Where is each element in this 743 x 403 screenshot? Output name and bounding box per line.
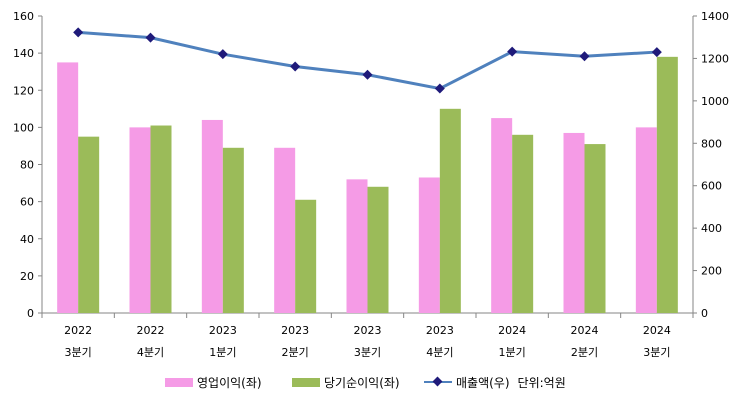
revenue-marker xyxy=(651,47,662,58)
y-right-tick-label: 800 xyxy=(701,137,722,150)
bar-operating-profit xyxy=(201,119,223,313)
y-right-tick-label: 1000 xyxy=(701,95,729,108)
y-right-tick-label: 600 xyxy=(701,180,722,193)
x-tick-label-year: 2024 xyxy=(498,324,526,337)
y-left-tick-label: 140 xyxy=(13,47,34,60)
x-tick-label-quarter: 3분기 xyxy=(65,346,92,359)
unit-note: 단위:억원 xyxy=(517,375,566,390)
x-tick-label-quarter: 1분기 xyxy=(209,346,236,359)
x-tick-label-year: 2022 xyxy=(137,324,165,337)
revenue-line xyxy=(78,30,657,91)
legend-label-operating-profit: 영업이익(좌) xyxy=(197,375,262,390)
y-right-tick-label: 400 xyxy=(701,222,722,235)
legend-item-revenue: 매출액(우) 단위:억원 xyxy=(424,372,566,392)
y-right-tick-label: 1200 xyxy=(701,52,729,65)
bar-operating-profit xyxy=(57,62,79,313)
y-left-tick-label: 20 xyxy=(20,270,34,283)
revenue-marker xyxy=(507,46,518,57)
revenue-marker xyxy=(290,61,301,72)
revenue-marker xyxy=(362,69,373,80)
revenue-marker xyxy=(579,51,590,62)
y-left-tick-label: 60 xyxy=(20,196,34,209)
revenue-marker xyxy=(73,27,84,38)
y-left-tick-label: 80 xyxy=(20,159,34,172)
legend-item-net-income: 당기순이익(좌) xyxy=(292,372,400,392)
legend-swatch-revenue xyxy=(424,376,452,387)
legend-label-net-income: 당기순이익(좌) xyxy=(324,375,400,390)
x-tick-label-quarter: 3분기 xyxy=(354,346,381,359)
revenue-marker xyxy=(434,83,445,94)
x-tick-label-year: 2024 xyxy=(643,324,671,337)
y-right-tick-label: 0 xyxy=(701,307,708,320)
x-tick-label-year: 2023 xyxy=(281,324,309,337)
x-tick-label-year: 2023 xyxy=(354,324,382,337)
bar-net-income xyxy=(222,147,244,313)
chart: 0 20 40 60 80 100 120 140 160 0 200 400 600 800 1000 12… xyxy=(13,10,729,359)
x-tick-label-year: 2024 xyxy=(571,324,599,337)
bar-net-income xyxy=(656,56,678,314)
legend-item-operating-profit: 영업이익(좌) xyxy=(165,372,262,392)
x-tick-label-quarter: 4분기 xyxy=(426,346,453,359)
bar-net-income xyxy=(439,108,461,313)
y-right-tick-label: 200 xyxy=(701,265,722,278)
legend-label-revenue: 매출액(우) xyxy=(456,375,510,390)
x-tick-label-year: 2023 xyxy=(209,324,237,337)
bar-operating-profit xyxy=(346,179,368,313)
x-tick-label-year: 2023 xyxy=(426,324,454,337)
bar-operating-profit xyxy=(563,132,585,313)
revenue-marker xyxy=(217,49,228,60)
bar-operating-profit xyxy=(635,127,657,313)
bar-operating-profit xyxy=(418,177,440,313)
bar-net-income xyxy=(584,144,606,313)
y-right-tick-label: 1400 xyxy=(701,10,729,23)
bar-net-income xyxy=(150,125,172,313)
x-tick-label-quarter: 2분기 xyxy=(571,346,598,359)
x-tick-label-quarter: 1분기 xyxy=(499,346,526,359)
y-left-tick-label: 120 xyxy=(13,84,34,97)
revenue-marker xyxy=(145,32,156,43)
y-left-tick-label: 0 xyxy=(27,307,34,320)
legend-swatch-operating-profit xyxy=(165,377,193,387)
x-tick-label-quarter: 4분기 xyxy=(137,346,164,359)
bar-net-income xyxy=(78,136,100,313)
bar-net-income xyxy=(367,186,389,313)
y-left-tick-label: 160 xyxy=(13,10,34,23)
x-tick-label-year: 2022 xyxy=(64,324,92,337)
legend: 영업이익(좌) 당기순이익(좌) 매출액(우) 단위:억원 xyxy=(0,372,743,394)
bar-operating-profit xyxy=(491,118,513,313)
y-left-tick-label: 100 xyxy=(13,121,34,134)
bar-net-income xyxy=(512,134,534,313)
y-left-tick-label: 40 xyxy=(20,233,34,246)
bar-net-income xyxy=(295,199,317,313)
bar-operating-profit xyxy=(274,147,296,313)
legend-swatch-net-income xyxy=(292,377,320,387)
x-tick-label-quarter: 3분기 xyxy=(643,346,670,359)
x-tick-label-quarter: 2분기 xyxy=(282,346,309,359)
bar-operating-profit xyxy=(129,127,151,313)
